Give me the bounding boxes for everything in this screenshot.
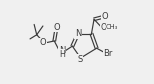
Text: S: S [77, 55, 83, 64]
Text: O: O [54, 23, 60, 32]
Text: O: O [100, 23, 106, 32]
Text: O: O [102, 12, 108, 21]
Text: Br: Br [103, 49, 113, 58]
Text: N: N [59, 46, 65, 55]
Text: O: O [40, 38, 46, 47]
Text: N: N [75, 29, 81, 38]
Text: CH₃: CH₃ [106, 24, 118, 29]
Text: H: H [59, 50, 65, 59]
